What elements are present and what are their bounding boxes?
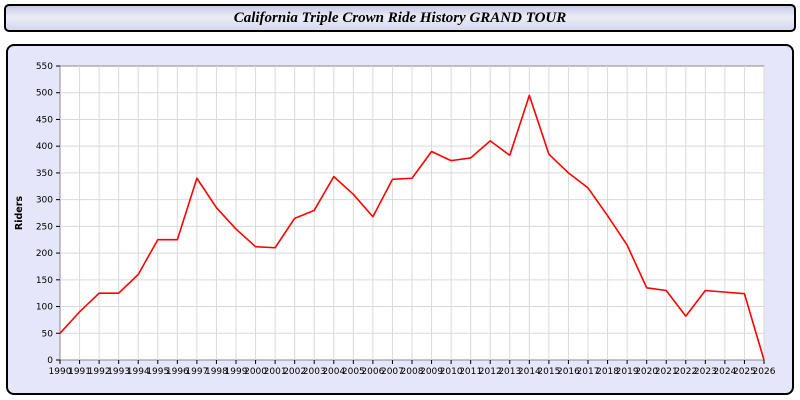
x-tick-label: 2018 <box>596 367 619 377</box>
x-tick-label: 1997 <box>185 367 208 377</box>
x-tick-label: 1999 <box>225 367 248 377</box>
y-tick-label: 500 <box>36 89 53 99</box>
y-tick-label: 300 <box>36 196 53 206</box>
x-tick-label: 2015 <box>537 367 560 377</box>
chart-panel: 0 50 100 150 200 250 300 350 400 450 500 550 1990 199… <box>6 44 794 395</box>
y-tick-label: 550 <box>36 62 53 72</box>
x-tick-label: 2006 <box>361 367 384 377</box>
x-tick-label: 2008 <box>401 367 424 377</box>
ride-history-line-chart: 0501001502002503003504004505005501990199… <box>14 62 776 377</box>
y-axis-title: Riders <box>14 196 25 231</box>
page-title: California Triple Crown Ride History GRA… <box>233 9 567 26</box>
x-tick-label: 2026 <box>753 367 776 377</box>
x-tick-label: 2004 <box>322 367 345 377</box>
y-tick-label: 50 <box>42 329 54 339</box>
x-tick-label: 1998 <box>205 367 228 377</box>
x-tick-label: 2013 <box>498 367 521 377</box>
x-tick-label: 1990 <box>49 367 72 377</box>
y-tick-label: 400 <box>36 142 53 152</box>
y-tick-label: 200 <box>36 249 53 259</box>
x-tick-label: 1995 <box>146 367 169 377</box>
x-tick-label: 2012 <box>479 367 502 377</box>
x-tick-label: 2024 <box>713 367 736 377</box>
x-tick-label: 2011 <box>459 367 482 377</box>
x-tick-label: 2002 <box>283 367 306 377</box>
y-tick-label: 350 <box>36 169 53 179</box>
x-tick-label: 2022 <box>674 367 697 377</box>
x-tick-label: 2023 <box>694 367 717 377</box>
x-tick-label: 2000 <box>244 367 267 377</box>
x-tick-label: 2003 <box>303 367 326 377</box>
x-tick-label: 1993 <box>107 367 130 377</box>
x-tick-label: 2009 <box>420 367 443 377</box>
x-tick-label: 1994 <box>127 367 150 377</box>
x-tick-label: 2019 <box>616 367 639 377</box>
y-tick-label: 150 <box>36 276 53 286</box>
x-tick-label: 2020 <box>635 367 658 377</box>
x-tick-label: 2007 <box>381 367 404 377</box>
x-tick-label: 2014 <box>518 367 541 377</box>
y-tick-label: 100 <box>36 303 53 313</box>
x-tick-label: 2005 <box>342 367 365 377</box>
y-tick-label: 0 <box>47 356 53 366</box>
series-line <box>59 94 765 361</box>
x-tick-label: 2017 <box>577 367 600 377</box>
x-tick-label: 1996 <box>166 367 189 377</box>
x-tick-label: 2010 <box>440 367 463 377</box>
x-tick-label: 2001 <box>264 367 287 377</box>
x-tick-label: 1992 <box>88 367 111 377</box>
x-tick-label: 1991 <box>68 367 91 377</box>
y-tick-label: 250 <box>36 222 53 232</box>
x-tick-label: 2016 <box>557 367 580 377</box>
title-bar: California Triple Crown Ride History GRA… <box>4 4 796 32</box>
x-tick-label: 2021 <box>655 367 678 377</box>
x-tick-label: 2025 <box>733 367 756 377</box>
y-tick-label: 450 <box>36 115 53 125</box>
